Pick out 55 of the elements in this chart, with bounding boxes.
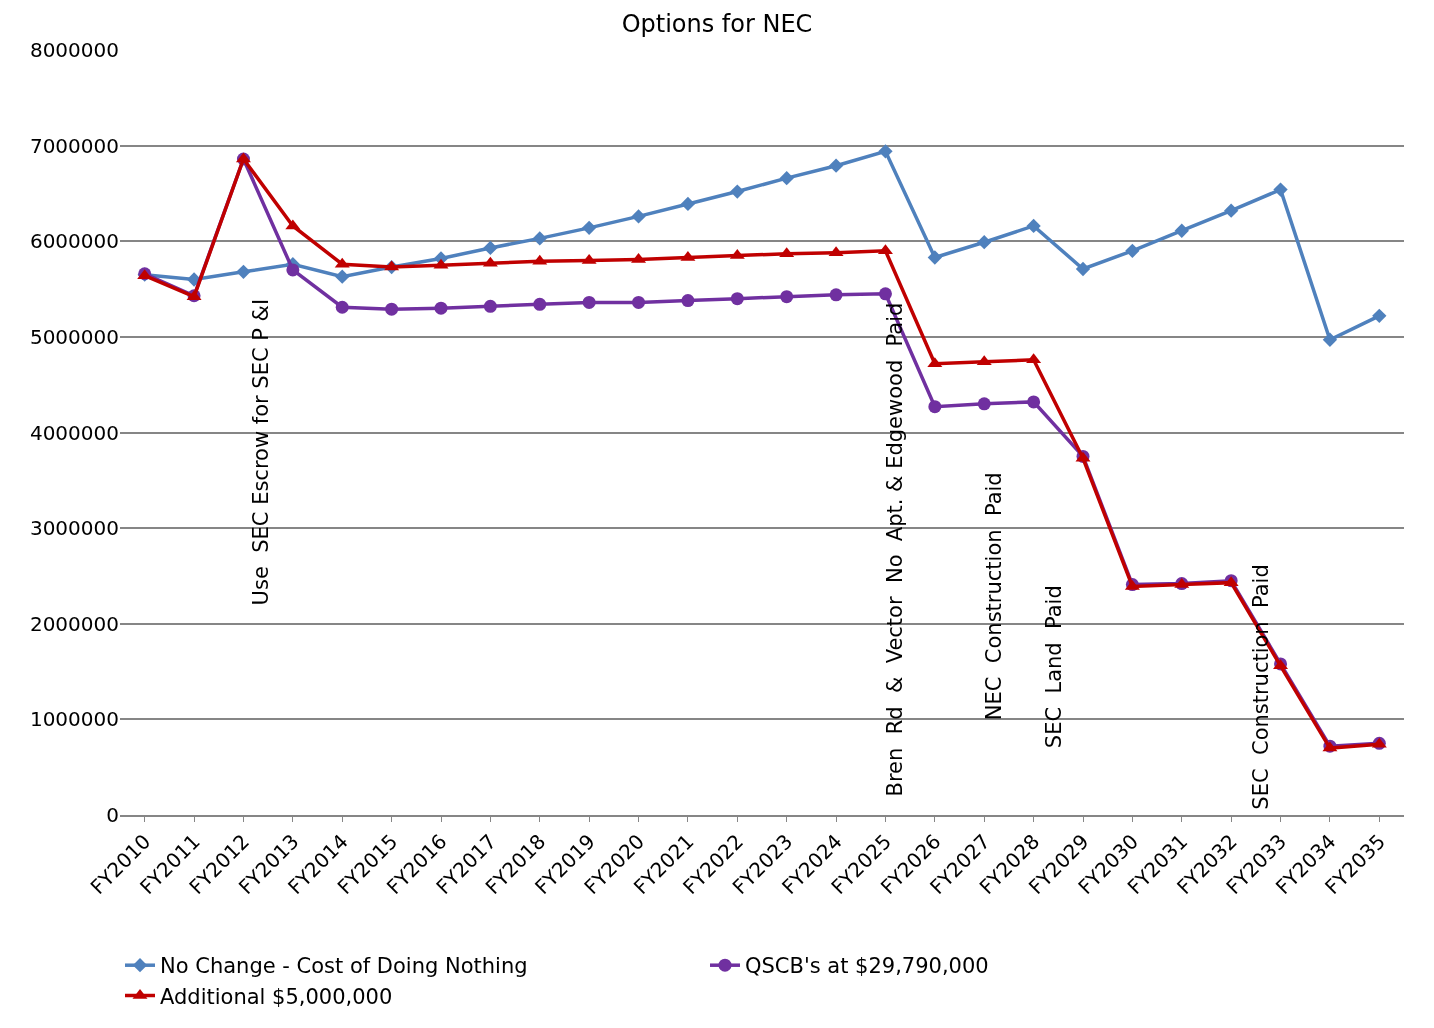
point [335, 300, 349, 314]
point [434, 301, 448, 315]
legend-label: QSCB's at $29,790,000 [745, 954, 989, 979]
point [878, 287, 892, 301]
point [582, 220, 597, 236]
point [1026, 218, 1041, 234]
chart-title: Options for NEC [621, 10, 813, 39]
point [829, 288, 843, 302]
y-tick-label: 5000000 [29, 324, 119, 349]
y-tick-label: 0 [106, 803, 119, 827]
point [385, 302, 399, 316]
point [286, 263, 300, 277]
y-tick-label: 7000000 [29, 133, 119, 158]
annotation: Bren Rd & Vector No Apt. & Edgewood Paid [883, 302, 908, 797]
point [1125, 243, 1140, 258]
point [631, 209, 646, 224]
point [483, 299, 497, 313]
point [780, 290, 794, 304]
point [1224, 203, 1239, 218]
point [1075, 261, 1091, 277]
y-tick-label: 1000000 [29, 707, 119, 732]
point [1322, 332, 1338, 347]
point [1372, 308, 1387, 323]
point [632, 295, 646, 309]
point [483, 240, 498, 256]
annotation: SEC Construction Paid [1248, 564, 1273, 810]
point [1273, 182, 1288, 197]
point [533, 297, 547, 311]
annotation: NEC Construction Paid [982, 472, 1007, 721]
point [1027, 395, 1041, 409]
point [730, 184, 745, 199]
legend-label: No Change - Cost of Doing Nothing [160, 954, 528, 979]
point [878, 144, 893, 159]
legend-label: Additional $5,000,000 [160, 984, 393, 1009]
point [977, 235, 992, 250]
y-tick-label: 2000000 [29, 611, 119, 636]
point [532, 231, 547, 246]
point [779, 170, 794, 186]
point [582, 295, 596, 309]
annotation: Use SEC Escrow for SEC P &I [249, 298, 274, 606]
point [681, 294, 695, 308]
y-tick-label: 3000000 [29, 516, 119, 541]
point [335, 269, 350, 284]
point [927, 250, 942, 265]
point [236, 264, 251, 279]
point [977, 397, 991, 411]
y-tick-label: 6000000 [29, 229, 119, 254]
point [730, 292, 744, 306]
y-tick-label: 4000000 [29, 420, 119, 445]
y-tick-label: 8000000 [29, 38, 119, 62]
annotation: SEC Land Paid [1041, 585, 1066, 749]
point [1174, 223, 1189, 238]
point [828, 158, 844, 173]
point [680, 196, 696, 212]
point [928, 400, 942, 414]
